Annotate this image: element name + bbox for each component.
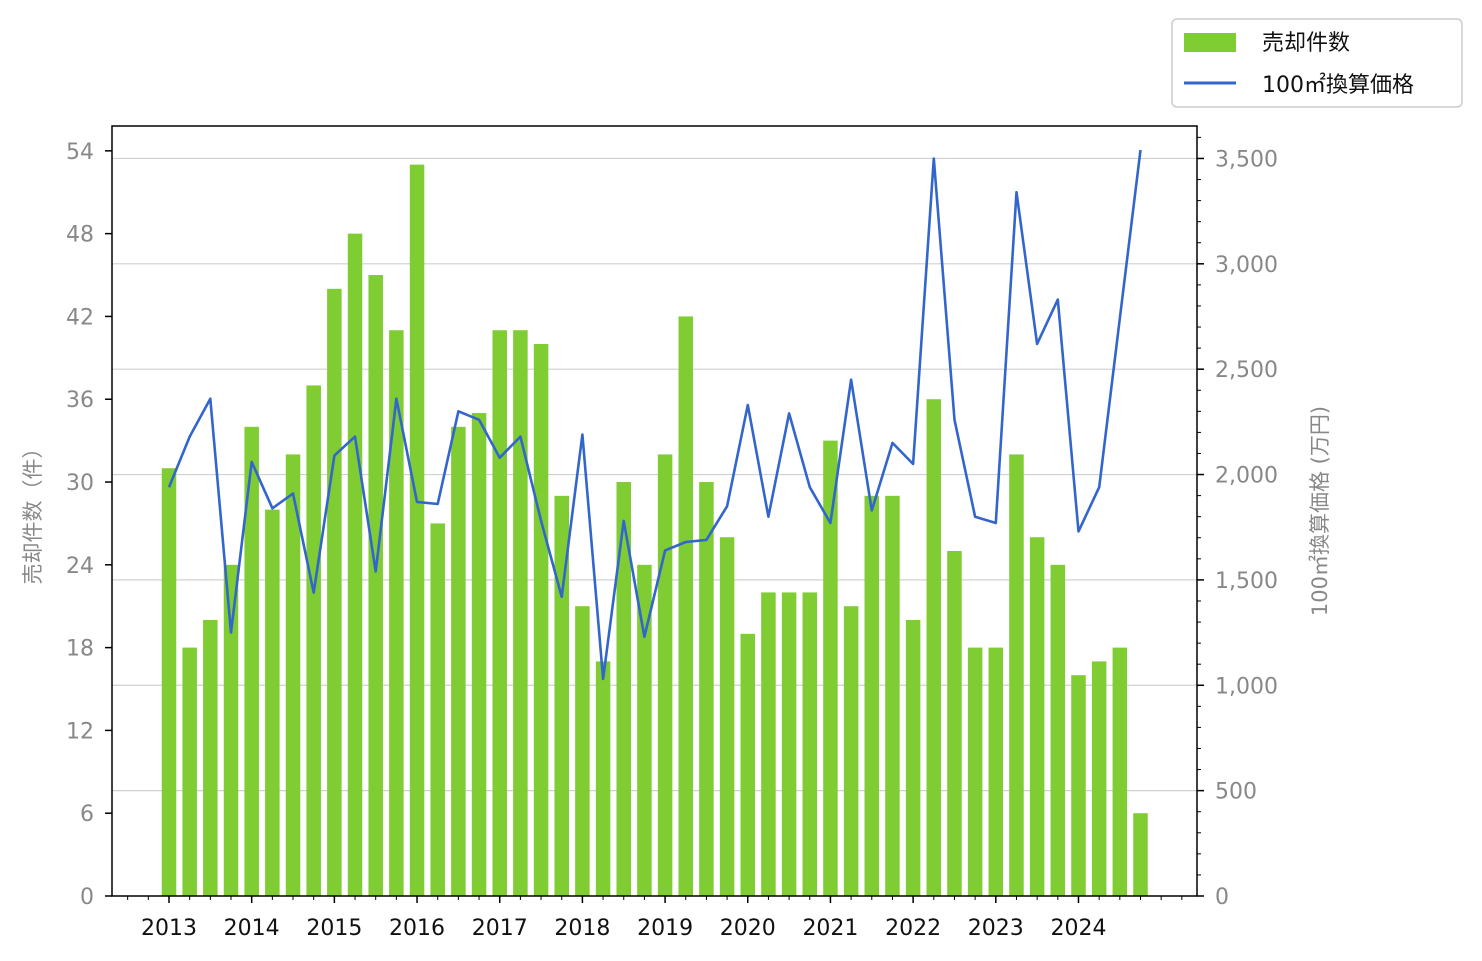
bar bbox=[719, 537, 735, 896]
bar bbox=[471, 413, 487, 896]
right-tick-label: 3,000 bbox=[1215, 253, 1278, 278]
plot-frame bbox=[111, 125, 1198, 897]
bar bbox=[947, 551, 962, 896]
bar bbox=[265, 509, 280, 896]
bar bbox=[327, 288, 342, 896]
bar bbox=[616, 482, 631, 896]
right-axis-label: 100㎡換算価格 (万円) bbox=[1308, 406, 1332, 616]
x-tick-label: 2016 bbox=[389, 916, 445, 941]
bar bbox=[823, 440, 838, 896]
x-tick-label: 2018 bbox=[554, 916, 610, 941]
x-tick-label: 2019 bbox=[637, 916, 693, 941]
legend-label-bar: 売却件数 bbox=[1262, 31, 1350, 56]
bar bbox=[864, 495, 880, 896]
x-tick-label: 2017 bbox=[472, 916, 528, 941]
left-tick-label: 6 bbox=[80, 802, 94, 827]
bar bbox=[492, 330, 507, 897]
bar bbox=[967, 647, 983, 896]
bar bbox=[368, 275, 383, 897]
bar bbox=[843, 606, 859, 896]
right-tick-label: 3,500 bbox=[1215, 147, 1278, 172]
left-tick-label: 18 bbox=[66, 637, 94, 662]
bar bbox=[306, 385, 321, 896]
x-tick-label: 2021 bbox=[802, 916, 858, 941]
left-axis-label: 売却件数（件） bbox=[21, 438, 45, 585]
x-tick-label: 2014 bbox=[224, 916, 280, 941]
bar bbox=[926, 399, 942, 896]
left-tick-label: 12 bbox=[66, 719, 94, 744]
bar bbox=[513, 330, 528, 897]
bar bbox=[740, 633, 756, 896]
left-tick-label: 30 bbox=[66, 471, 94, 496]
bar bbox=[1112, 647, 1128, 896]
left-axis: 0 6 12 18 24 30 36 42 48 54 bbox=[66, 140, 112, 910]
bar bbox=[389, 330, 404, 897]
bar bbox=[781, 592, 797, 896]
bar bbox=[451, 426, 466, 896]
bar bbox=[988, 647, 1004, 896]
bar bbox=[905, 620, 921, 896]
right-tick-label: 2,000 bbox=[1215, 464, 1278, 489]
bar bbox=[347, 233, 363, 897]
x-tick-label: 2022 bbox=[885, 916, 941, 941]
bar bbox=[657, 454, 673, 896]
left-tick-label: 54 bbox=[66, 140, 94, 165]
bar bbox=[1133, 813, 1148, 896]
right-tick-label: 2,500 bbox=[1215, 358, 1278, 383]
bar bbox=[1071, 675, 1086, 896]
x-tick-label: 2023 bbox=[968, 916, 1024, 941]
bar bbox=[802, 592, 818, 896]
bar bbox=[885, 495, 900, 896]
bar bbox=[409, 164, 425, 896]
x-tick-label: 2013 bbox=[141, 916, 197, 941]
legend-swatch-bar bbox=[1184, 33, 1236, 52]
legend: 売却件数 100㎡換算価格 bbox=[1171, 18, 1463, 108]
x-tick-label: 2020 bbox=[720, 916, 776, 941]
x-tick-label: 2024 bbox=[1050, 916, 1106, 941]
right-tick-label: 500 bbox=[1215, 780, 1257, 805]
left-tick-label: 0 bbox=[80, 885, 94, 910]
bar bbox=[1050, 564, 1066, 896]
bar bbox=[575, 606, 590, 896]
line-series-price bbox=[167, 149, 1142, 681]
bar bbox=[678, 316, 693, 896]
bar bbox=[1029, 537, 1045, 896]
left-tick-label: 24 bbox=[66, 554, 94, 579]
left-tick-label: 36 bbox=[66, 388, 94, 413]
left-tick-label: 42 bbox=[66, 305, 94, 330]
bar bbox=[1009, 454, 1024, 896]
right-tick-label: 1,000 bbox=[1215, 674, 1278, 699]
bar bbox=[533, 344, 549, 896]
bar bbox=[203, 620, 218, 896]
right-axis: 0 500 1,000 1,500 2,000 2,500 3,000 3,500 bbox=[1197, 136, 1278, 910]
bar bbox=[244, 426, 259, 896]
legend-label-line: 100㎡換算価格 bbox=[1262, 72, 1414, 98]
left-tick-label: 48 bbox=[66, 223, 94, 248]
bar bbox=[637, 564, 652, 896]
bar bbox=[554, 495, 569, 896]
bar bbox=[285, 454, 301, 896]
bar bbox=[182, 647, 197, 896]
x-axis: 2013 2014 2015 2016 2017 2018 2019 2020 2021 2022… bbox=[127, 896, 1183, 941]
bar bbox=[161, 468, 177, 896]
bar bbox=[699, 482, 714, 896]
right-tick-label: 0 bbox=[1215, 885, 1229, 910]
bar bbox=[761, 592, 776, 896]
right-tick-label: 1,500 bbox=[1215, 569, 1278, 594]
bar bbox=[1091, 661, 1107, 896]
x-tick-label: 2015 bbox=[306, 916, 362, 941]
price-line bbox=[167, 149, 1142, 681]
bar bbox=[595, 661, 611, 896]
bar bbox=[223, 564, 239, 896]
legend-frame bbox=[1171, 18, 1463, 108]
bar-series-sales-count bbox=[161, 164, 1148, 897]
bar bbox=[430, 523, 445, 896]
